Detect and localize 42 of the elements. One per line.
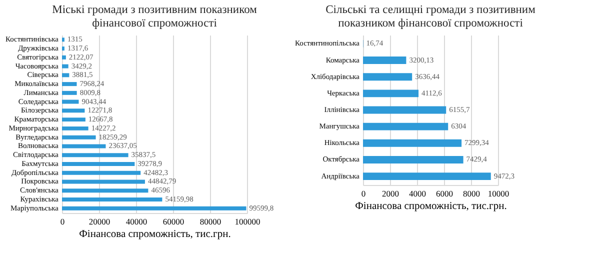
bar	[363, 172, 491, 180]
x-tick-label: 100000	[234, 216, 260, 226]
bar	[363, 90, 419, 98]
bar	[62, 197, 162, 202]
bar	[62, 135, 96, 140]
chart-title: Міські громади з позитивним показником фінансової спроможності	[52, 4, 258, 30]
bar	[363, 139, 462, 147]
bar	[62, 162, 135, 166]
bar	[62, 90, 77, 95]
x-tick-label: 10000	[488, 188, 510, 198]
x-tick-label: 40000	[126, 216, 148, 226]
bar	[62, 100, 79, 104]
x-tick-label: 0	[361, 188, 366, 198]
bar	[62, 126, 88, 130]
bar	[363, 156, 464, 164]
x-tick-label: 6000	[436, 188, 453, 198]
bar	[363, 106, 446, 114]
bar	[363, 56, 406, 64]
bar	[62, 73, 70, 78]
x-tick-label: 60000	[162, 216, 184, 226]
bar	[363, 122, 448, 130]
x-tick-label: 8000	[463, 188, 480, 198]
bar	[62, 144, 106, 148]
bar	[62, 64, 68, 68]
x-tick-label: 2000	[382, 188, 399, 198]
bar	[62, 82, 77, 86]
bar	[62, 118, 86, 122]
bar	[62, 153, 128, 158]
bar	[62, 188, 148, 193]
x-tick-label: 4000	[409, 188, 426, 198]
bar	[62, 55, 66, 60]
bar	[62, 170, 141, 175]
bar	[62, 108, 85, 113]
bar	[363, 73, 412, 81]
chart-title: Сільські та селищні громади з позитивним показником фінансової спроможності	[326, 4, 536, 30]
x-tick-label: 0	[60, 216, 65, 226]
x-axis-title: Фінансова спроможність, тис.грн.	[79, 229, 231, 240]
x-axis-title: Фінансова спроможність, тис.грн.	[355, 201, 507, 212]
bar	[62, 180, 145, 184]
x-tick-label: 80000	[200, 216, 222, 226]
bar	[62, 206, 246, 210]
x-tick-label: 20000	[88, 216, 110, 226]
